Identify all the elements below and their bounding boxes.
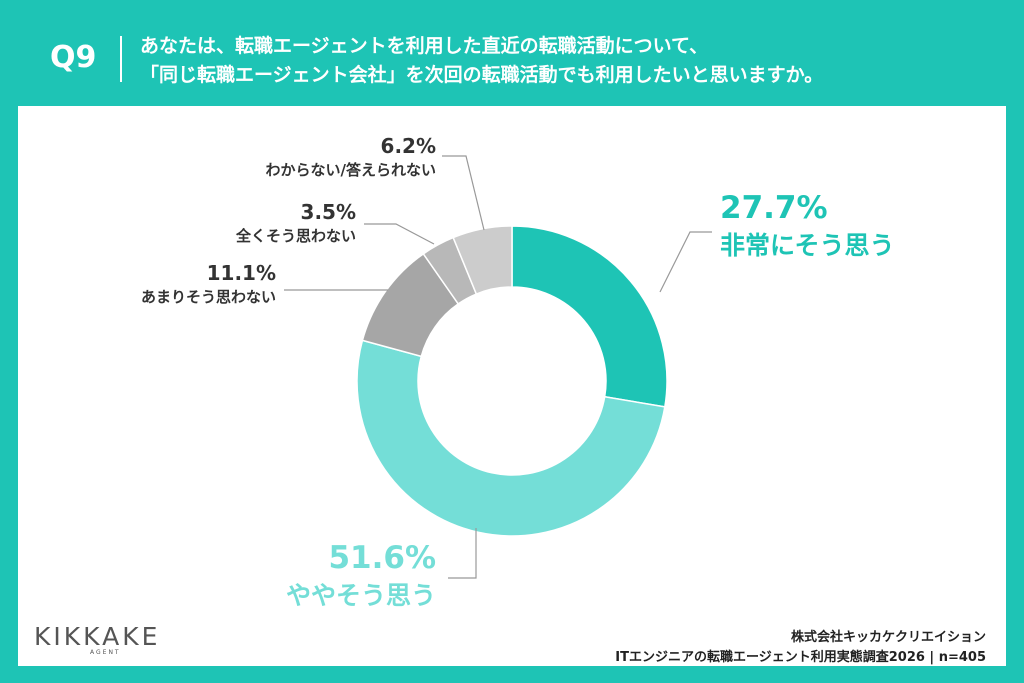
question-line-2: 「同じ転職エージェント会社」を次回の転職活動でも利用したいと思いますか。 <box>140 64 824 86</box>
logo-sub-text: AGENT <box>90 649 121 656</box>
kikkake-logo: KIKKAKE AGENT <box>34 622 160 656</box>
donut-slice-1 <box>511 225 668 408</box>
slice-category-label-2: ややそう思う <box>286 581 436 610</box>
slice-value-label-1: 27.7% <box>720 190 828 226</box>
question-number: Q9 <box>50 40 97 75</box>
source-company: 株式会社キッカケクリエイション <box>790 630 986 645</box>
slice-category-label-3: あまりそう思わない <box>141 288 276 306</box>
logo-main-text: KIKKAKE <box>34 622 161 651</box>
slice-value-label-3: 11.1% <box>207 261 276 285</box>
slice-category-label-4: 全くそう思わない <box>235 227 356 245</box>
source-survey: ITエンジニアの転職エージェント利用実態調査2026 | n=405 <box>615 650 986 665</box>
header: Q9 あなたは、転職エージェントを利用した直近の転職活動について、 「同じ転職エ… <box>0 0 1024 104</box>
header-divider <box>120 36 122 82</box>
question-text: あなたは、転職エージェントを利用した直近の転職活動について、 「同じ転職エージェ… <box>140 32 823 90</box>
leader-line-2 <box>448 528 477 579</box>
source-credit: 株式会社キッカケクリエイション ITエンジニアの転職エージェント利用実態調査20… <box>615 628 986 668</box>
slice-value-label-5: 6.2% <box>381 134 436 158</box>
slice-category-label-5: わからない/答えられない <box>266 161 436 179</box>
slice-value-label-4: 3.5% <box>301 200 356 224</box>
chart-panel <box>18 106 1006 666</box>
donut-slice-2 <box>356 339 666 537</box>
slice-category-label-1: 非常にそう思う <box>720 231 895 260</box>
leader-line-1 <box>659 231 712 293</box>
slice-value-label-2: 51.6% <box>328 540 436 576</box>
leader-line-4 <box>364 223 435 245</box>
leader-line-5 <box>442 155 485 231</box>
donut-slice-5 <box>452 225 513 296</box>
question-line-1: あなたは、転職エージェントを利用した直近の転職活動について、 <box>140 35 709 57</box>
